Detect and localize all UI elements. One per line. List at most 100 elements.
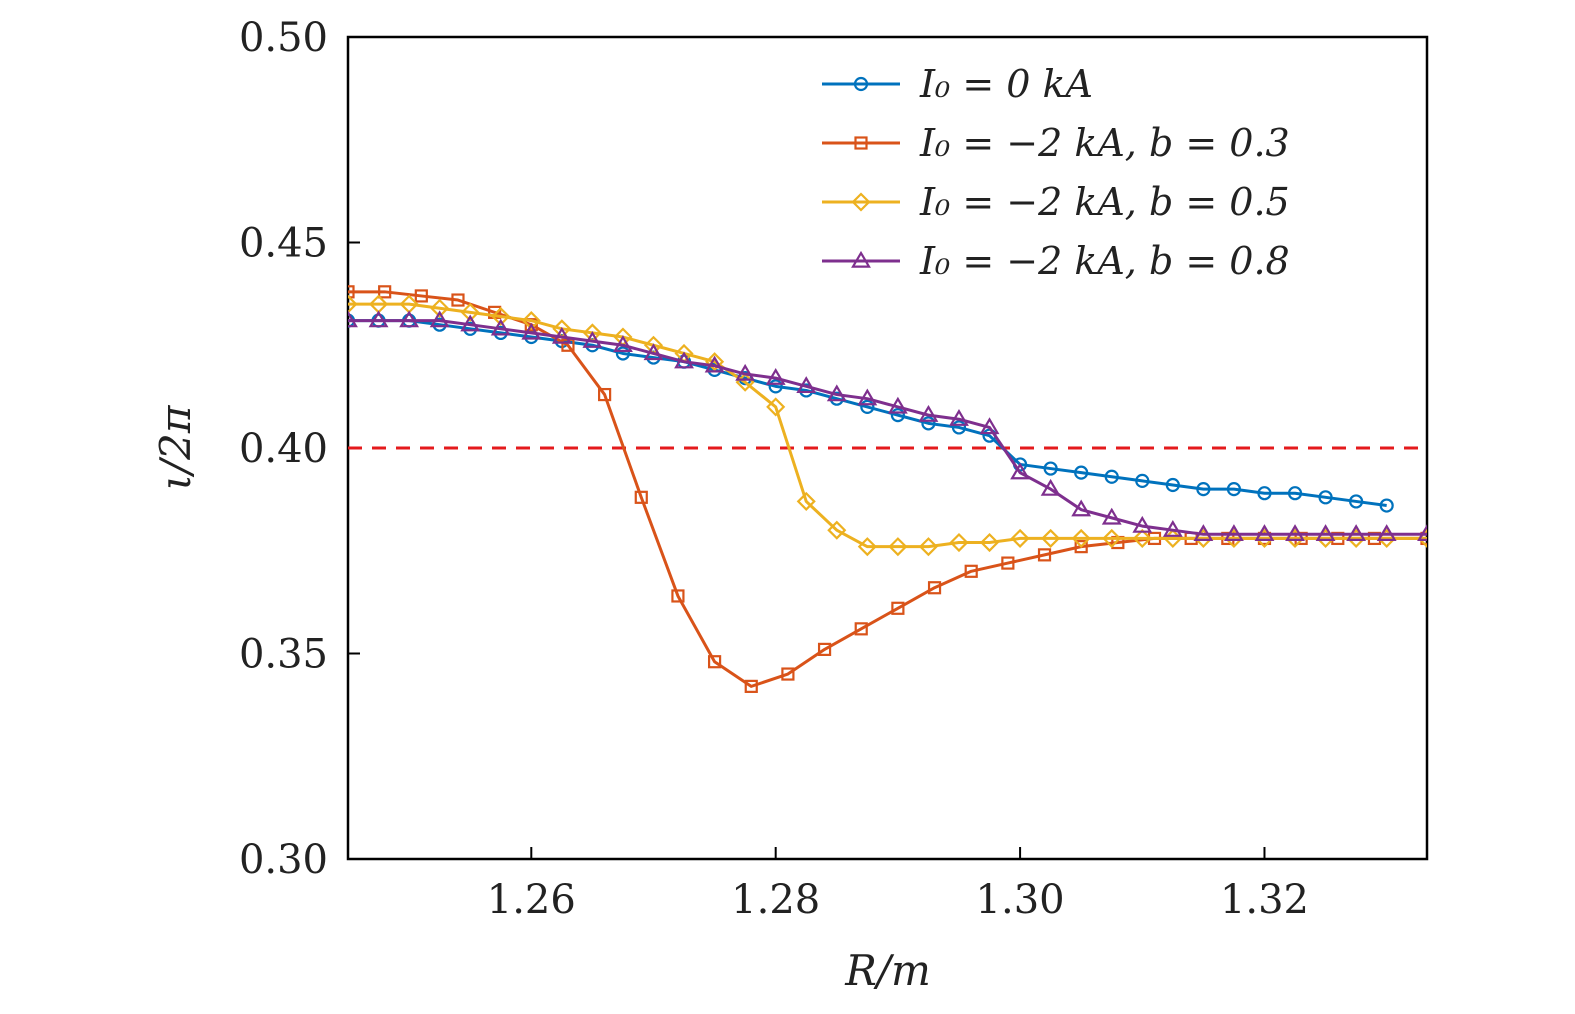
data-point [414,289,428,303]
data-point [949,409,969,426]
data-point [1037,548,1052,562]
data-point [1224,524,1244,542]
data-point [705,352,725,372]
legend: I₀ = 0 kA I₀ = −2 kA, b = 0.3 I₀ = −2 kA, … [822,62,1290,283]
data-point [1315,524,1336,542]
data-point [860,399,875,414]
data-point [671,589,685,603]
data-point [1043,461,1058,476]
data-point [1193,524,1214,542]
data-point [348,310,358,328]
data-point [521,322,542,340]
data-point [598,387,612,402]
data-point [430,298,450,318]
data-point [1285,524,1305,542]
data-point [1101,507,1122,525]
legend-label: I₀ = −2 kA, b = 0.5 [919,180,1290,224]
data-point [1001,556,1015,570]
data-point [854,622,868,636]
y-tick-label: 0.30 [239,837,328,883]
data-point [460,314,481,332]
x-tick-label: 1.32 [1220,877,1309,923]
data-point [1226,482,1242,497]
data-point [615,346,631,361]
legend-label: I₀ = −2 kA, b = 0.3 [919,121,1290,165]
x-axis-ticks: 1.26 1.28 1.30 1.32 [487,847,1309,923]
legend-item: I₀ = −2 kA, b = 0.5 [822,180,1290,224]
data-point [857,388,878,406]
y-tick-label: 0.50 [239,15,328,61]
data-point [768,379,783,394]
data-point [1257,486,1272,501]
legend-item: I₀ = −2 kA, b = 0.3 [822,121,1290,165]
series-line [348,290,1427,688]
data-point [964,564,978,578]
data-point [582,330,603,348]
data-point [1135,473,1150,488]
data-point [891,601,905,615]
legend-label: I₀ = 0 kA [919,62,1093,106]
y-axis-label: ι/2π [151,404,200,490]
data-point [368,310,389,328]
legend-label: I₀ = −2 kA, b = 0.8 [919,239,1290,283]
data-point [1104,469,1119,484]
legend-swatch-marker [851,250,871,268]
plot-layer [348,285,1427,693]
data-point [1254,524,1275,542]
y-axis-ticks: 0.30 0.35 0.40 0.45 0.50 [239,15,360,883]
data-point [765,367,786,385]
legend-swatch-marker [853,76,869,92]
legend-item: I₀ = 0 kA [822,62,1093,106]
data-point [796,376,817,394]
data-point [1102,528,1122,548]
data-point [348,294,358,314]
data-point [1162,520,1183,537]
data-point [704,355,725,373]
data-point [1074,465,1089,480]
data-point [1010,528,1030,548]
data-point [1041,528,1061,548]
data-point [918,537,938,557]
data-point [921,416,936,431]
data-point [1196,482,1211,497]
data-point [348,285,355,299]
data-point [918,404,939,422]
data-point [707,655,722,669]
y-tick-label: 0.35 [239,632,328,678]
data-point [1376,524,1397,542]
x-tick-label: 1.26 [487,877,576,923]
data-point [674,351,694,369]
data-point [927,581,942,595]
legend-item: I₀ = −2 kA, b = 0.8 [822,239,1290,283]
data-point [1417,524,1427,542]
data-point [490,318,511,336]
series-1 [348,313,1394,513]
data-point [744,679,758,693]
data-point [1071,499,1092,517]
series-line [348,319,1427,536]
data-point [949,532,969,553]
y-tick-label: 0.40 [239,426,328,472]
legend-swatch-marker [851,192,871,212]
data-point [827,520,847,540]
data-point [491,306,511,327]
data-point [735,363,756,381]
data-point [451,293,465,307]
data-point [888,537,908,557]
data-point [1010,462,1031,480]
data-point [979,532,1000,553]
data-point [1318,490,1333,505]
data-point [857,537,877,557]
data-point [634,490,648,504]
x-tick-label: 1.30 [976,877,1065,923]
data-point [521,311,541,331]
data-point [1132,528,1152,548]
data-point [399,310,420,328]
data-point [1040,478,1061,496]
data-point [613,335,633,352]
data-point [1346,524,1367,542]
data-point [796,491,816,511]
data-point [979,417,1000,435]
series-line [348,319,1387,508]
data-point [643,343,664,361]
